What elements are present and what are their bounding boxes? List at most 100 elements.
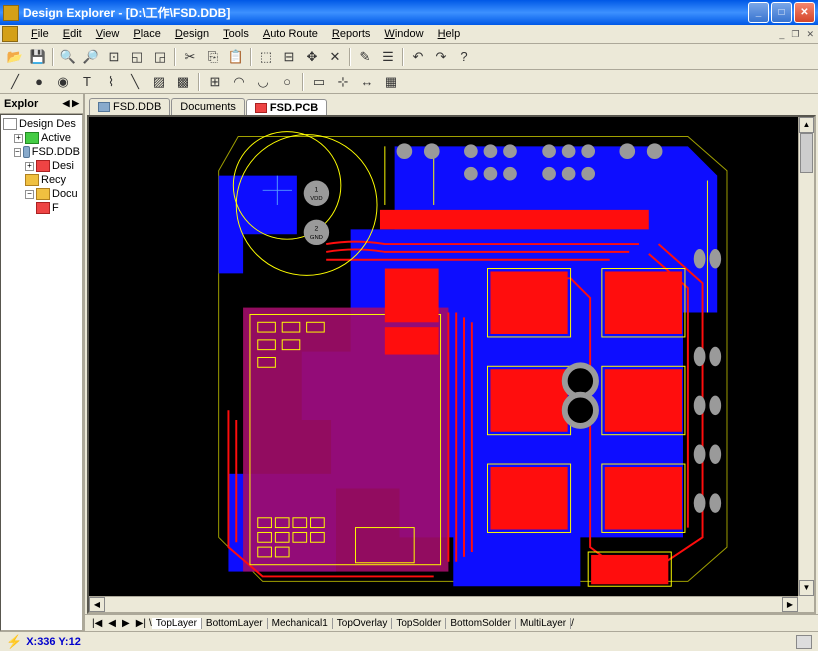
open-icon[interactable]: 📂 [4,46,26,67]
arc-edge-icon[interactable]: ◡ [252,71,274,92]
layer-tab-topsolder[interactable]: TopSolder [392,618,446,629]
zoom-selection-icon[interactable]: ◲ [149,46,171,67]
select-icon[interactable]: ⬚ [255,46,277,67]
pad-icon[interactable]: ● [28,71,50,92]
delete-icon[interactable]: ✕ [324,46,346,67]
tree-node-documents[interactable]: −Docu [3,187,80,201]
tree-panel: Design Des +Active −FSD.DDB +Desi Recy −… [0,114,83,631]
menubar: File Edit View Place Design Tools Auto R… [0,25,818,44]
layer-tab-topoverlay[interactable]: TopOverlay [333,618,393,629]
string-icon[interactable]: T [76,71,98,92]
zoom-fit-icon[interactable]: ◱ [126,46,148,67]
menu-reports[interactable]: Reports [325,27,378,41]
polygon-icon[interactable]: ▩ [172,71,194,92]
component-icon[interactable]: ▭ [308,71,330,92]
array-icon[interactable]: ⊞ [204,71,226,92]
menu-tools[interactable]: Tools [216,27,256,41]
via-icon[interactable]: ◉ [52,71,74,92]
horizontal-scrollbar[interactable]: ◀ ▶ [89,596,798,612]
edit-icon[interactable]: ✎ [354,46,376,67]
undo-icon[interactable]: ↶ [407,46,429,67]
canvas-area: 1 VDD 2 GND [87,115,816,614]
layer-nav-last[interactable]: ▶| [133,618,149,629]
pad-2-label: GND [310,235,323,241]
expand-icon[interactable]: + [14,134,23,143]
mdi-minimize[interactable]: _ [777,29,786,40]
browse-icon[interactable]: ☰ [377,46,399,67]
tree-node-fsdddb[interactable]: −FSD.DDB [3,145,80,159]
toolbar-place: ╱ ● ◉ T ⌇ ╲ ▨ ▩ ⊞ ◠ ◡ ○ ▭ ⊹ ↔ ▦ [0,70,818,94]
collapse-icon[interactable]: − [14,148,21,157]
titlebar: Design Explorer - [D:\工作\FSD.DDB] _ □ ✕ [0,0,818,25]
pcb-canvas[interactable]: 1 VDD 2 GND [89,117,798,596]
zoom-out-icon[interactable]: 🔎 [80,46,102,67]
menu-autoroute[interactable]: Auto Route [256,27,325,41]
full-circle-icon[interactable]: ○ [276,71,298,92]
menu-place[interactable]: Place [126,27,168,41]
sidebar-title: Explor [4,98,38,110]
layer-nav-next[interactable]: ▶ [119,618,133,629]
fill-icon[interactable]: ▨ [148,71,170,92]
tab-fsdddb[interactable]: FSD.DDB [89,98,170,115]
app-icon [3,5,19,21]
menu-view[interactable]: View [89,27,127,41]
layer-tab-mech[interactable]: Mechanical1 [268,618,333,629]
menu-help[interactable]: Help [431,27,468,41]
sidebar: Explor ◀ ▶ Design Des +Active −FSD.DDB +… [0,94,85,631]
layer-tab-top[interactable]: TopLayer [152,618,202,629]
layer-tab-multi[interactable]: MultiLayer [516,618,571,629]
zoom-window-icon[interactable]: ⊡ [103,46,125,67]
copy-icon[interactable]: ⎘ [202,46,224,67]
expand-icon[interactable]: + [25,162,34,171]
vertical-scrollbar[interactable]: ▲ ▼ [798,117,814,596]
line-icon[interactable]: ╲ [124,71,146,92]
layer-tab-bottomsolder[interactable]: BottomSolder [446,618,516,629]
layer-tabs: |◀ ◀ ▶ ▶| \ TopLayer BottomLayer Mechani… [85,614,818,631]
close-button[interactable]: ✕ [794,2,815,23]
window-title: Design Explorer - [D:\工作\FSD.DDB] [23,4,748,21]
layer-tab-bottom[interactable]: BottomLayer [202,618,268,629]
scroll-thumb[interactable] [800,133,813,173]
track-icon[interactable]: ╱ [4,71,26,92]
room-icon[interactable]: ▦ [380,71,402,92]
tree-node-root[interactable]: Design Des [3,117,80,131]
menu-design[interactable]: Design [168,27,216,41]
tree-node-design[interactable]: +Desi [3,159,80,173]
layer-nav-prev[interactable]: ◀ [105,618,119,629]
scroll-left-icon[interactable]: ◀ [89,597,105,612]
sidebar-nav[interactable]: ◀ ▶ [63,98,79,109]
deselect-icon[interactable]: ⊟ [278,46,300,67]
bolt-icon: ⚡ [6,634,22,650]
wire-icon[interactable]: ⌇ [100,71,122,92]
redo-icon[interactable]: ↷ [430,46,452,67]
mdi-restore[interactable]: ❐ [789,29,801,40]
menu-file[interactable]: File [24,27,56,41]
coord-icon[interactable]: ⊹ [332,71,354,92]
menu-edit[interactable]: Edit [56,27,89,41]
tab-documents[interactable]: Documents [171,98,245,115]
maximize-button[interactable]: □ [771,2,792,23]
mdi-close[interactable]: ✕ [804,29,816,40]
minimize-button[interactable]: _ [748,2,769,23]
move-icon[interactable]: ✥ [301,46,323,67]
save-icon[interactable]: 💾 [27,46,49,67]
menu-window[interactable]: Window [377,27,430,41]
help-icon[interactable]: ? [453,46,475,67]
tree-node-file[interactable]: F [3,201,80,215]
scroll-down-icon[interactable]: ▼ [799,580,814,596]
dimension-icon[interactable]: ↔ [356,71,378,92]
scroll-up-icon[interactable]: ▲ [799,117,814,133]
scroll-right-icon[interactable]: ▶ [782,597,798,612]
pad-2-num: 2 [315,225,319,232]
tree-node-recycle[interactable]: Recy [3,173,80,187]
tree-node-active[interactable]: +Active [3,131,80,145]
tray-icon[interactable] [796,635,812,649]
coord-readout: X:336 Y:12 [26,636,81,648]
arc-center-icon[interactable]: ◠ [228,71,250,92]
cut-icon[interactable]: ✂ [179,46,201,67]
collapse-icon[interactable]: − [25,190,34,199]
layer-nav-first[interactable]: |◀ [89,618,105,629]
zoom-in-icon[interactable]: 🔍 [57,46,79,67]
tab-fsdpcb[interactable]: FSD.PCB [246,99,327,116]
paste-icon[interactable]: 📋 [225,46,247,67]
